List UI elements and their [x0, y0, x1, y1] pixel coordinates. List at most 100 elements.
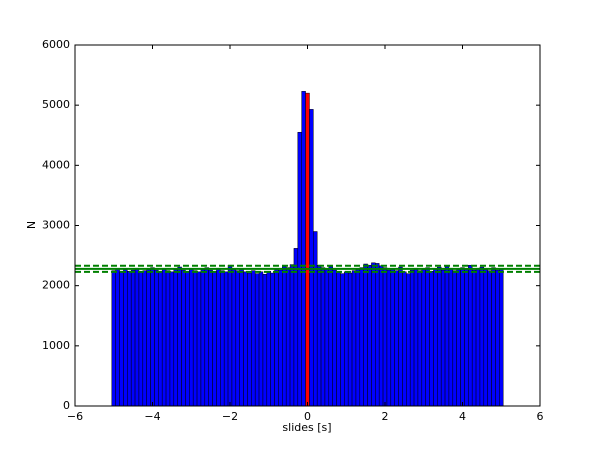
bar: [382, 267, 388, 407]
bar: [491, 267, 496, 407]
bar: [324, 268, 330, 407]
bar: [196, 271, 202, 407]
bar: [460, 267, 465, 407]
bar: [417, 270, 423, 407]
y-tick-label: 1000: [42, 339, 70, 352]
bar: [223, 271, 229, 407]
bar: [371, 262, 376, 407]
bar: [328, 266, 333, 407]
bar: [130, 269, 136, 407]
bar: [208, 269, 213, 407]
bar: [301, 91, 306, 407]
bar: [402, 271, 407, 407]
bar: [406, 273, 411, 407]
x-tick-label: −4: [144, 410, 160, 423]
bar: [270, 272, 275, 407]
bar: [216, 267, 221, 407]
y-tick-label: 2000: [42, 279, 70, 292]
bar: [363, 263, 368, 407]
bar: [181, 269, 186, 407]
bar: [375, 263, 380, 407]
bar: [189, 268, 194, 407]
bar: [409, 269, 415, 407]
bar: [413, 267, 419, 407]
bar: [452, 270, 457, 407]
bar: [495, 269, 500, 407]
x-axis-label: slides [s]: [282, 421, 331, 434]
bar: [448, 267, 454, 407]
bar: [351, 270, 357, 407]
bar: [138, 271, 144, 407]
bar: [359, 267, 364, 407]
bar: [336, 270, 341, 407]
bar: [185, 270, 190, 407]
bar: [386, 269, 392, 407]
bar: [212, 270, 217, 407]
bar: [111, 270, 116, 407]
x-tick-label: −6: [67, 410, 83, 423]
bar: [154, 269, 159, 407]
bar: [305, 92, 310, 407]
bar: [115, 268, 120, 407]
bar: [285, 267, 291, 407]
bar: [340, 273, 345, 407]
bar: [231, 268, 237, 407]
bar: [123, 269, 128, 407]
bar: [499, 268, 504, 407]
bar: [464, 268, 469, 407]
bar: [320, 267, 326, 407]
bar: [475, 267, 481, 407]
bar: [471, 269, 477, 407]
bar: [278, 269, 283, 407]
bar: [394, 270, 399, 407]
bar: [165, 270, 171, 407]
bar: [487, 270, 492, 407]
bar: [316, 264, 322, 407]
y-tick-label: 3000: [42, 219, 70, 232]
bar: [243, 271, 248, 407]
bar: [169, 271, 175, 407]
y-tick-label: 6000: [42, 38, 70, 51]
bar: [146, 269, 151, 407]
y-tick-label: 0: [63, 399, 70, 412]
bar: [177, 266, 182, 407]
bar: [247, 272, 252, 407]
x-tick-label: 4: [459, 410, 466, 423]
bar: [158, 270, 163, 407]
bar: [282, 266, 287, 407]
bar: [173, 269, 178, 407]
bar: [479, 266, 485, 407]
bar: [355, 269, 361, 407]
bar: [200, 269, 206, 407]
bar: [258, 271, 264, 407]
x-tick-label: −2: [222, 410, 238, 423]
x-tick-label: 2: [382, 410, 389, 423]
bar: [367, 264, 372, 407]
y-axis-label: N: [25, 221, 38, 229]
bar: [204, 267, 209, 407]
bar: [266, 270, 271, 407]
bar: [262, 273, 268, 407]
bar: [347, 272, 353, 407]
bar: [332, 269, 337, 407]
bar: [456, 269, 461, 407]
bar: [433, 268, 438, 407]
bar: [161, 268, 167, 407]
bar: [274, 269, 279, 407]
bar: [440, 269, 446, 407]
bar: [468, 264, 473, 407]
bar: [227, 264, 233, 407]
bar: [444, 266, 450, 407]
x-tick-label: 0: [304, 410, 311, 423]
bar: [235, 270, 240, 407]
bar: [390, 268, 395, 407]
bar: [251, 270, 256, 407]
bar: [309, 109, 314, 407]
bar: [483, 269, 488, 407]
bar: [289, 264, 295, 407]
bar: [142, 270, 147, 407]
y-tick-label: 4000: [42, 158, 70, 171]
bar: [254, 273, 260, 407]
bar: [398, 266, 403, 407]
